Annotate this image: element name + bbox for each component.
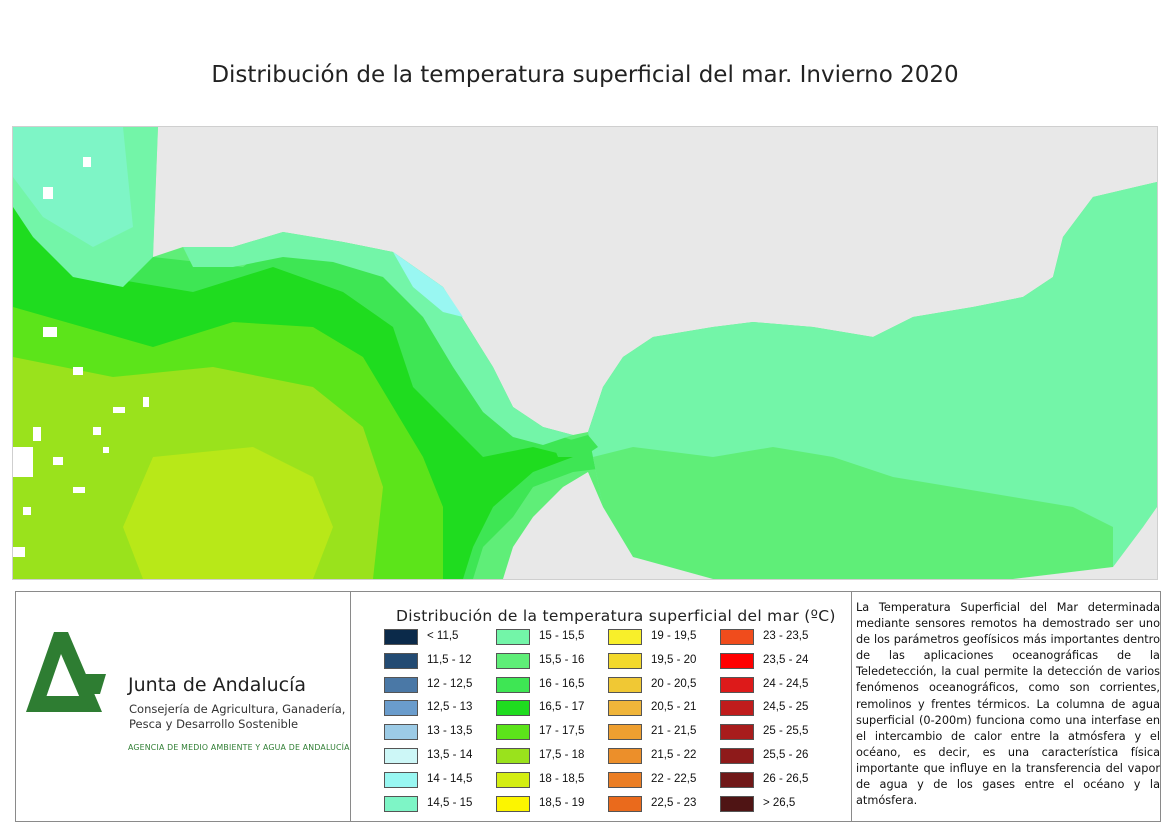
legend-swatch <box>608 795 642 812</box>
legend-label: 16 - 16,5 <box>539 677 585 690</box>
legend-label: 23 - 23,5 <box>763 630 809 642</box>
legend-swatch <box>496 676 530 693</box>
legend-swatch <box>384 771 418 788</box>
legend-swatch <box>720 629 754 645</box>
legend-swatch <box>720 652 754 669</box>
org-department: Consejería de Agricultura, Ganadería, Pe… <box>129 702 346 731</box>
legend-swatch <box>720 748 754 764</box>
legend-label: 25 - 25,5 <box>763 725 809 738</box>
land-iberia <box>153 127 1157 435</box>
logo-block: Junta de Andalucía Consejería de Agricul… <box>24 632 354 762</box>
legend-label: 26 - 26,5 <box>763 772 809 785</box>
cadiz-coastal-band <box>183 232 573 445</box>
legend-label: > 26,5 <box>763 796 796 809</box>
legend-label: 23,5 - 24 <box>763 653 809 666</box>
legend-swatch <box>608 629 642 645</box>
legend-label: 15,5 - 16 <box>539 653 585 666</box>
legend-swatch <box>608 652 642 669</box>
legend-swatch <box>720 771 754 788</box>
cloud-gaps <box>13 157 149 557</box>
legend-label: 17,5 - 18 <box>539 749 585 761</box>
legend-label: 15 - 15,5 <box>539 630 585 642</box>
legend-swatch <box>496 700 530 717</box>
legend-label: 17 - 17,5 <box>539 725 585 738</box>
legend-swatch <box>384 724 418 741</box>
legend-swatch <box>384 652 418 669</box>
panel-divider <box>350 592 351 821</box>
legend-swatch <box>384 629 418 645</box>
legend-swatch <box>496 748 530 764</box>
panel-divider <box>851 592 852 821</box>
legend-label: < 11,5 <box>427 630 459 642</box>
legend-swatch <box>720 795 754 812</box>
info-panel: Junta de Andalucía Consejería de Agricul… <box>15 591 1161 822</box>
legend: < 11,5 11,5 - 12 12 - 12,5 12,5 - 13 13 - 13… <box>384 629 844 819</box>
legend-label: 24 - 24,5 <box>763 677 809 690</box>
legend-title: Distribución de la temperatura superfici… <box>396 607 836 625</box>
legend-swatch <box>496 629 530 645</box>
cadiz-cool-patch <box>393 252 463 317</box>
page-title: Distribución de la temperatura superfici… <box>211 62 959 88</box>
legend-label: 21,5 - 22 <box>651 749 697 761</box>
legend-label: 18,5 - 19 <box>539 796 585 809</box>
legend-label: 12 - 12,5 <box>427 677 473 690</box>
legend-swatch <box>384 700 418 717</box>
legend-label: 22 - 22,5 <box>651 772 697 785</box>
legend-label: 11,5 - 12 <box>427 653 472 666</box>
legend-label: 13 - 13,5 <box>427 725 473 738</box>
legend-label: 19,5 - 20 <box>651 653 697 666</box>
sst-map <box>12 126 1158 580</box>
land-africa-east <box>1013 507 1157 579</box>
legend-swatch <box>720 700 754 717</box>
legend-swatch <box>608 771 642 788</box>
legend-label: 21 - 21,5 <box>651 725 697 738</box>
legend-swatch <box>496 795 530 812</box>
legend-swatch <box>496 771 530 788</box>
legend-swatch <box>720 724 754 741</box>
legend-swatch <box>384 676 418 693</box>
legend-label: 18 - 18,5 <box>539 772 585 785</box>
legend-swatch <box>720 676 754 693</box>
strait-gibraltar <box>553 435 598 457</box>
legend-label: 25,5 - 26 <box>763 749 809 761</box>
legend-label: 12,5 - 13 <box>427 701 473 714</box>
alboran-warm <box>593 447 1113 579</box>
legend-swatch <box>384 795 418 812</box>
legend-swatch <box>384 748 418 764</box>
legend-swatch <box>608 700 642 717</box>
org-name: Junta de Andalucía <box>128 674 307 696</box>
junta-logo-icon <box>26 632 106 712</box>
legend-swatch <box>608 676 642 693</box>
legend-label: 22,5 - 23 <box>651 796 697 809</box>
legend-label: 20 - 20,5 <box>651 677 697 690</box>
legend-label: 14 - 14,5 <box>427 772 473 785</box>
legend-swatch <box>496 652 530 669</box>
legend-label: 16,5 - 17 <box>539 701 585 714</box>
legend-swatch <box>496 724 530 741</box>
sst-map-canvas <box>13 127 1157 579</box>
atlantic-north-cooler <box>13 127 133 247</box>
atlantic-zone-5 <box>123 447 333 579</box>
description-text: La Temperatura Superficial del Mar deter… <box>856 601 1160 808</box>
legend-label: 14,5 - 15 <box>427 796 473 809</box>
legend-swatch <box>608 724 642 741</box>
land-africa-west <box>503 472 713 579</box>
legend-label: 19 - 19,5 <box>651 630 697 642</box>
legend-label: 20,5 - 21 <box>651 701 697 714</box>
org-agency: AGENCIA DE MEDIO AMBIENTE Y AGUA DE ANDA… <box>128 743 350 752</box>
legend-label: 13,5 - 14 <box>427 749 473 761</box>
legend-swatch <box>608 748 642 764</box>
legend-label: 24,5 - 25 <box>763 701 809 714</box>
